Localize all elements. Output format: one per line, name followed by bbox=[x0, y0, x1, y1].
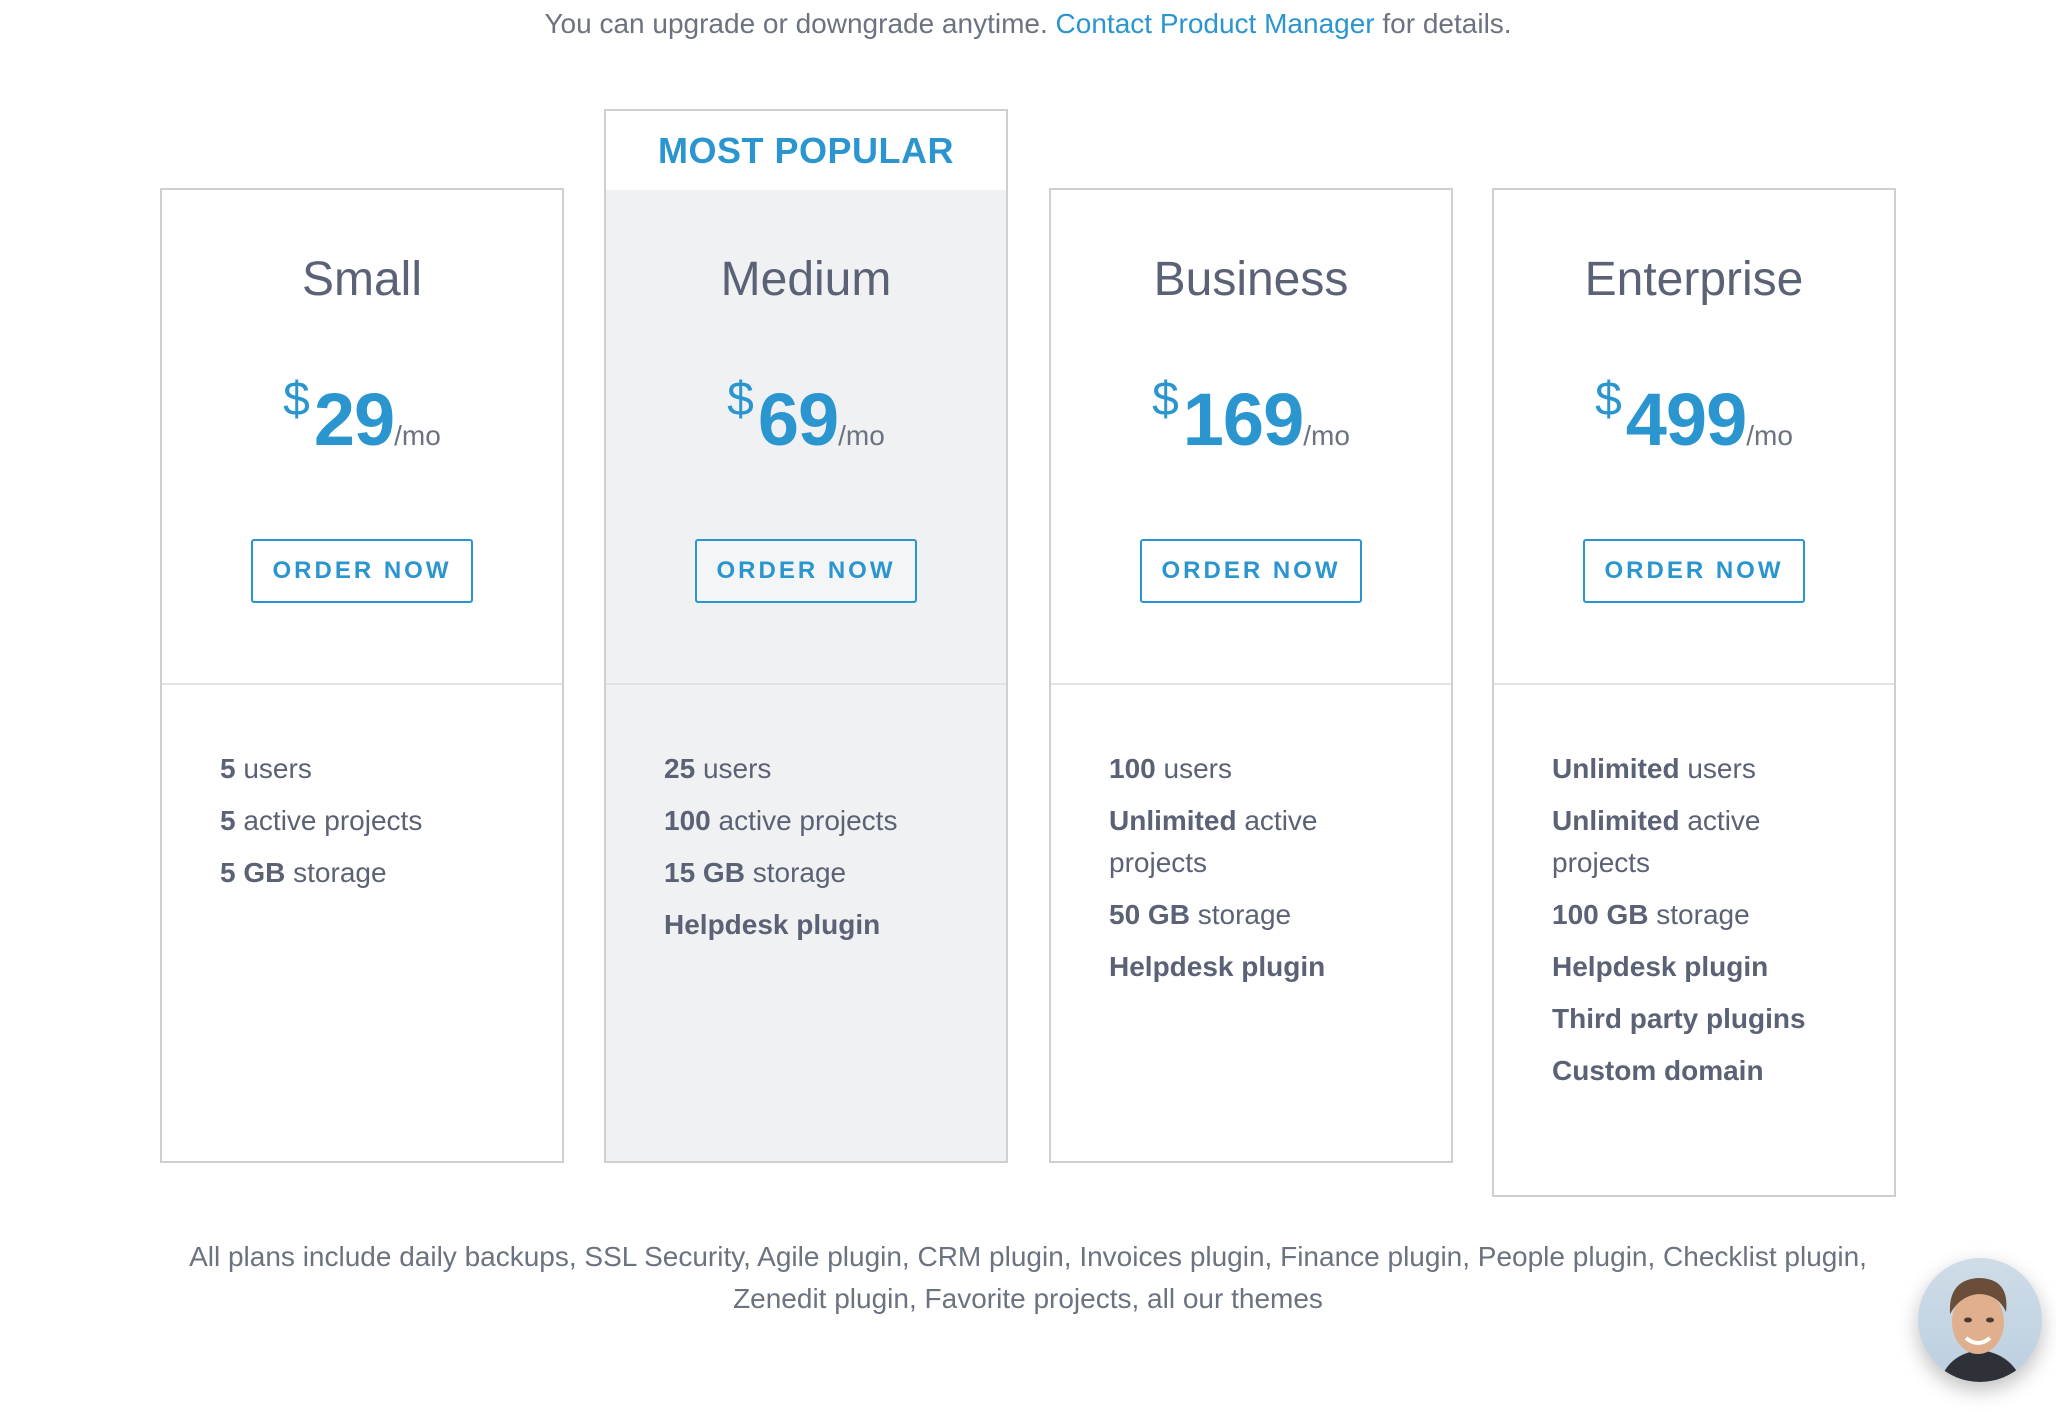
feature-item: 5 users bbox=[220, 753, 312, 784]
plan-price: $499/mo bbox=[1494, 372, 1894, 462]
order-now-button[interactable]: ORDER NOW bbox=[1140, 539, 1362, 603]
plan-header: Enterprise $499/mo ORDER NOW bbox=[1494, 190, 1894, 685]
plan-card-business: Business $169/mo ORDER NOW 100 users Unli… bbox=[1049, 188, 1453, 1163]
price-amount: 29 bbox=[313, 378, 395, 461]
plan-header: Business $169/mo ORDER NOW bbox=[1051, 190, 1451, 685]
plan-header: Small $29/mo ORDER NOW bbox=[162, 190, 562, 685]
price-amount: 499 bbox=[1625, 378, 1747, 461]
plan-card-medium: MOST POPULAR Medium $69/mo ORDER NOW 25 … bbox=[604, 109, 1008, 1163]
price-amount: 169 bbox=[1182, 378, 1304, 461]
plan-card-small: Small $29/mo ORDER NOW 5 users 5 active p… bbox=[160, 188, 564, 1163]
feature-item: Helpdesk plugin bbox=[664, 909, 881, 940]
plans-include-note: All plans include daily backups, SSL Sec… bbox=[189, 1241, 1867, 1314]
support-chat-avatar[interactable] bbox=[1918, 1258, 2042, 1382]
feature-item: 100 users bbox=[1109, 753, 1232, 784]
feature-item: 5 GB storage bbox=[220, 857, 387, 888]
plan-name: Small bbox=[301, 253, 423, 306]
feature-list: 100 users Unlimited active projects 50 GB … bbox=[1109, 748, 1411, 998]
price-period: /mo bbox=[1746, 420, 1793, 451]
plan-name: Business bbox=[1153, 253, 1349, 306]
feature-item: 100 GB storage bbox=[1552, 899, 1750, 930]
plan-price: $29/mo bbox=[162, 372, 562, 462]
feature-list: Unlimited users Unlimited active projects… bbox=[1552, 748, 1854, 1102]
currency-symbol: $ bbox=[727, 373, 754, 426]
currency-symbol: $ bbox=[1152, 373, 1179, 426]
contact-product-manager-link[interactable]: Contact Product Manager bbox=[1055, 8, 1375, 39]
plan-name: Medium bbox=[720, 253, 892, 306]
feature-item: Custom domain bbox=[1552, 1055, 1764, 1086]
order-now-button[interactable]: ORDER NOW bbox=[1583, 539, 1805, 603]
feature-item: Helpdesk plugin bbox=[1552, 951, 1769, 982]
feature-item: 100 active projects bbox=[664, 805, 898, 836]
plan-price: $69/mo bbox=[606, 372, 1006, 462]
plan-header: Medium $69/mo ORDER NOW bbox=[606, 190, 1006, 685]
feature-list: 5 users 5 active projects 5 GB storage bbox=[220, 748, 522, 904]
feature-list: 25 users 100 active projects 15 GB storage… bbox=[664, 748, 966, 956]
plan-price: $169/mo bbox=[1051, 372, 1451, 462]
plan-card-enterprise: Enterprise $499/mo ORDER NOW Unlimited u… bbox=[1492, 188, 1896, 1197]
feature-item: Unlimited active projects bbox=[1552, 805, 1761, 878]
price-period: /mo bbox=[394, 420, 441, 451]
price-period: /mo bbox=[838, 420, 885, 451]
feature-item: 50 GB storage bbox=[1109, 899, 1292, 930]
currency-symbol: $ bbox=[1595, 373, 1622, 426]
feature-item: Unlimited active projects bbox=[1109, 805, 1318, 878]
plan-name: Enterprise bbox=[1584, 253, 1804, 306]
order-now-button[interactable]: ORDER NOW bbox=[251, 539, 473, 603]
most-popular-badge: MOST POPULAR bbox=[606, 111, 1006, 190]
feature-item: Third party plugins bbox=[1552, 1003, 1806, 1034]
feature-item: Unlimited users bbox=[1552, 753, 1756, 784]
feature-item: Helpdesk plugin bbox=[1109, 951, 1326, 982]
person-photo-icon bbox=[1940, 1278, 2022, 1382]
price-period: /mo bbox=[1303, 420, 1350, 451]
feature-item: 15 GB storage bbox=[664, 857, 847, 888]
feature-item: 5 active projects bbox=[220, 805, 423, 836]
currency-symbol: $ bbox=[283, 373, 310, 426]
upgrade-note: You can upgrade or downgrade anytime. Co… bbox=[544, 8, 1512, 39]
price-amount: 69 bbox=[757, 378, 839, 461]
feature-item: 25 users bbox=[664, 753, 772, 784]
order-now-button[interactable]: ORDER NOW bbox=[695, 539, 917, 603]
